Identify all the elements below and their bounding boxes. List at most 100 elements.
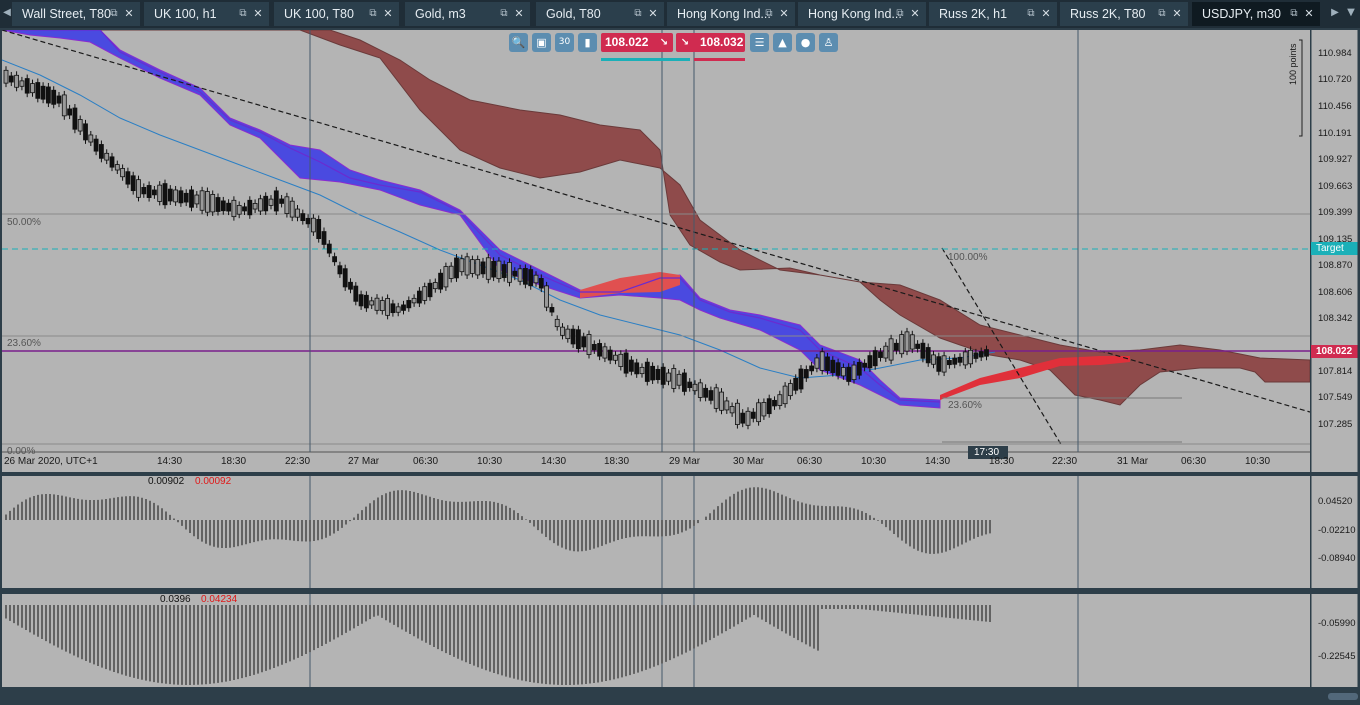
tab-8[interactable]: Russ 2K, T80 ⧉ ✕ [1060, 2, 1188, 26]
close-icon[interactable]: ✕ [648, 7, 658, 20]
trader-icon[interactable]: ♙ [819, 33, 838, 52]
candle-body [692, 383, 698, 392]
price-axis-tick: 110.191 [1318, 128, 1352, 139]
candle-body [496, 260, 502, 280]
zoom-icon[interactable]: 🔍 [509, 33, 528, 52]
fib-100-right-label: 100.00% [948, 252, 988, 263]
candle-body [745, 410, 751, 426]
candle-body [146, 185, 152, 198]
tab-scroll-right-icon[interactable]: ▶ [1331, 7, 1339, 18]
tab-scroll-left-icon[interactable]: ◀ [3, 7, 11, 18]
close-icon[interactable]: ✕ [1172, 7, 1182, 20]
time-axis-tick: 06:30 [413, 456, 439, 467]
buy-price-button[interactable]: ↘ 108.032 [676, 33, 745, 52]
candle-body [24, 78, 30, 94]
time-axis-tick: 22:30 [285, 456, 311, 467]
popout-icon[interactable]: ⧉ [896, 8, 904, 19]
popout-icon[interactable]: ⧉ [1158, 8, 1166, 19]
tab-4[interactable]: Gold, T80 ⧉ ✕ [536, 2, 664, 26]
popout-icon[interactable]: ⧉ [634, 8, 642, 19]
tab-7[interactable]: Russ 2K, h1 ⧉ ✕ [929, 2, 1057, 26]
close-icon[interactable]: ✕ [779, 7, 789, 20]
candle-body [332, 256, 338, 263]
candle-body [793, 377, 799, 391]
theme-icon[interactable]: ● [796, 33, 815, 52]
candle-body [443, 266, 449, 288]
close-icon[interactable]: ✕ [124, 7, 134, 20]
tab-label: Russ 2K, T80 [1070, 7, 1146, 21]
candle-body [931, 354, 936, 365]
candles-icon[interactable]: ▮ [578, 33, 597, 52]
tab-label: USDJPY, m30 [1202, 7, 1281, 21]
candle-body [189, 189, 194, 208]
horizontal-scrollbar[interactable] [1328, 693, 1358, 700]
candle-body [56, 95, 62, 104]
candle-body [570, 328, 576, 345]
tab-5[interactable]: Hong Kong Ind... ⧉ ✕ [667, 2, 795, 26]
candle-body [973, 352, 979, 359]
popout-icon[interactable]: ⧉ [1027, 8, 1035, 19]
screenshot-icon[interactable]: ▣ [532, 33, 551, 52]
candle-body [183, 192, 189, 203]
candle-body [305, 217, 311, 225]
close-icon[interactable]: ✕ [1304, 7, 1314, 20]
candle-body [14, 74, 20, 88]
candle-body [597, 343, 602, 357]
tab-3[interactable]: Gold, m3 ⧉ ✕ [405, 2, 530, 26]
popout-icon[interactable]: ⧉ [500, 8, 508, 19]
tab-label: Wall Street, T80 [22, 7, 111, 21]
tab-menu-icon[interactable]: ▼ [1347, 7, 1355, 18]
time-axis-tick: 10:30 [861, 456, 887, 467]
close-icon[interactable]: ✕ [383, 7, 393, 20]
popout-icon[interactable]: ⧉ [1290, 8, 1298, 19]
candle-body [109, 156, 115, 168]
sell-price-button[interactable]: 108.022 ↘ [601, 33, 673, 52]
close-icon[interactable]: ✕ [253, 7, 263, 20]
candle-body [448, 265, 454, 279]
tab-1[interactable]: UK 100, h1 ⧉ ✕ [144, 2, 269, 26]
candle-body [618, 353, 624, 367]
candle-body [719, 391, 724, 411]
candle-body [984, 349, 989, 357]
time-axis-tick: 10:30 [1245, 456, 1271, 467]
candle-body [586, 334, 592, 355]
candle-body [968, 349, 973, 365]
popout-icon[interactable]: ⧉ [110, 8, 118, 19]
candle-body [798, 368, 804, 390]
chart-type-icon[interactable]: ▲ [773, 33, 792, 52]
time-axis-tick: 26 Mar 2020, UTC+1 [4, 456, 98, 467]
candle-body [120, 168, 125, 178]
fib-0-label: 0.00% [7, 446, 36, 457]
tab-0[interactable]: Wall Street, T80 ⧉ ✕ [12, 2, 140, 26]
candle-body [422, 286, 428, 301]
candle-body [528, 269, 534, 287]
indicator2-value-b: 0.04234 [201, 594, 238, 605]
tab-label: Hong Kong Ind... [677, 7, 771, 21]
candle-body [178, 190, 184, 204]
points-label: 100 points [1288, 43, 1298, 85]
candle-body [517, 268, 523, 282]
candle-body [846, 366, 852, 382]
candle-body [3, 69, 9, 84]
fib-23-label: 23.60% [7, 338, 41, 349]
candle-body [231, 199, 237, 218]
tab-label: Gold, T80 [546, 7, 601, 21]
close-icon[interactable]: ✕ [910, 7, 920, 20]
close-icon[interactable]: ✕ [514, 7, 524, 20]
time-axis-tick: 18:30 [604, 456, 630, 467]
tab-9[interactable]: USDJPY, m30 ⧉ ✕ [1192, 2, 1320, 26]
timeframe-button[interactable]: 30 [555, 33, 574, 52]
candle-body [708, 390, 714, 401]
candle-body [337, 265, 343, 275]
candle-body [480, 261, 486, 275]
tab-6[interactable]: Hong Kong Ind... ⧉ ✕ [798, 2, 926, 26]
time-axis-tick: 31 Mar [1117, 456, 1149, 467]
popout-icon[interactable]: ⧉ [765, 8, 773, 19]
tab-label: UK 100, h1 [154, 7, 217, 21]
close-icon[interactable]: ✕ [1041, 7, 1051, 20]
popout-icon[interactable]: ⧉ [369, 8, 377, 19]
indicator2-axis-top: -0.05990 [1318, 618, 1356, 629]
list-icon[interactable]: ☰ [750, 33, 769, 52]
tab-2[interactable]: UK 100, T80 ⧉ ✕ [274, 2, 399, 26]
popout-icon[interactable]: ⧉ [239, 8, 247, 19]
